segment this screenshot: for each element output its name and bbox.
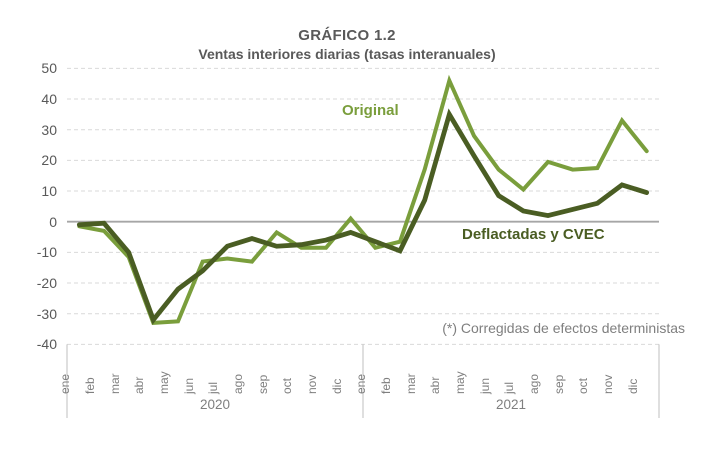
year-label-2021: 2021 bbox=[495, 397, 527, 412]
y-tick-label: -10 bbox=[36, 244, 57, 261]
x-tick-label: ago bbox=[527, 373, 541, 394]
x-tick-label: ago bbox=[231, 373, 245, 394]
chart-title: GRÁFICO 1.2 bbox=[298, 27, 396, 44]
x-tick-label: nov bbox=[305, 374, 319, 394]
x-tick-label: oct bbox=[576, 377, 591, 394]
y-tick-label: -30 bbox=[36, 305, 57, 322]
x-tick-label: jun bbox=[181, 377, 196, 394]
series-label-deflactadas-cvec: Deflactadas y CVEC bbox=[462, 226, 605, 243]
x-tick-label: abr bbox=[132, 376, 147, 394]
x-tick-label: dic bbox=[625, 378, 640, 394]
x-tick-label: may bbox=[157, 371, 171, 394]
x-tick-label: jul bbox=[502, 381, 517, 394]
x-tick-label: jun bbox=[477, 377, 492, 394]
x-tick-label: mar bbox=[403, 373, 418, 394]
y-tick-label: -20 bbox=[36, 275, 57, 292]
series-label-original: Original bbox=[342, 102, 399, 119]
x-tick-label: sep bbox=[255, 374, 270, 394]
x-tick-label: mar bbox=[107, 373, 122, 394]
x-tick-label: abr bbox=[428, 376, 443, 394]
x-tick-label: feb bbox=[83, 377, 97, 394]
series-line-original bbox=[77, 74, 649, 325]
y-tick-label: 50 bbox=[41, 60, 57, 77]
y-tick-label: 20 bbox=[41, 152, 57, 169]
x-tick-label: oct bbox=[280, 377, 295, 394]
y-tick-label: 10 bbox=[41, 183, 57, 200]
y-tick-label: 0 bbox=[49, 213, 57, 230]
series-line-deflactadas-cvec bbox=[76, 108, 650, 325]
x-tick-label: jul bbox=[206, 381, 221, 394]
y-tick-label: -40 bbox=[36, 336, 57, 353]
year-label-2020: 2020 bbox=[199, 397, 231, 412]
x-tick-label: feb bbox=[379, 377, 393, 394]
y-tick-label: 30 bbox=[41, 121, 57, 138]
x-tick-label: dic bbox=[329, 378, 344, 394]
x-tick-label: ene bbox=[354, 373, 369, 394]
x-tick-label: may bbox=[453, 371, 467, 394]
chart-footnote: (*) Corregidas de efectos deterministas bbox=[442, 320, 685, 336]
x-tick-label: nov bbox=[601, 374, 615, 394]
y-tick-label: 40 bbox=[41, 91, 57, 108]
chart-subtitle: Ventas interiores diarias (tasas interan… bbox=[198, 46, 496, 62]
x-tick-label: sep bbox=[551, 374, 566, 394]
x-tick-label: ene bbox=[58, 373, 73, 394]
